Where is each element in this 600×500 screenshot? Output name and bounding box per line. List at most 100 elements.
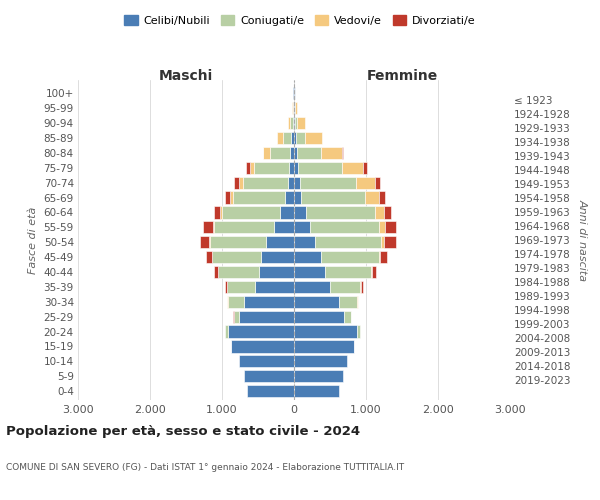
Bar <box>305 132 322 144</box>
Bar <box>294 88 295 100</box>
Bar <box>214 221 274 234</box>
Bar <box>315 236 381 248</box>
Bar <box>283 132 292 144</box>
Bar <box>209 236 210 248</box>
Bar <box>270 147 290 159</box>
Bar <box>379 192 385 203</box>
Bar <box>294 117 295 130</box>
Bar <box>294 132 296 144</box>
Bar <box>297 117 305 130</box>
Bar <box>239 310 294 323</box>
Text: Popolazione per età, sesso e stato civile - 2024: Popolazione per età, sesso e stato civil… <box>6 425 360 438</box>
Bar <box>294 385 338 397</box>
Bar <box>322 251 379 263</box>
Bar <box>325 266 371 278</box>
Bar <box>384 206 391 218</box>
Bar <box>294 326 358 338</box>
Bar <box>379 221 385 234</box>
Bar <box>384 236 395 248</box>
Bar <box>310 221 379 234</box>
Bar <box>259 266 294 278</box>
Bar <box>246 162 250 174</box>
Bar <box>222 206 280 218</box>
Bar <box>254 162 289 174</box>
Bar <box>294 102 295 115</box>
Bar <box>380 251 387 263</box>
Bar <box>214 206 220 218</box>
Text: Femmine: Femmine <box>367 69 437 83</box>
Bar <box>288 117 290 130</box>
Bar <box>247 385 294 397</box>
Bar <box>305 206 374 218</box>
Bar <box>295 117 297 130</box>
Bar <box>243 176 287 189</box>
Text: Maschi: Maschi <box>159 69 213 83</box>
Bar <box>379 251 380 263</box>
Bar <box>374 206 384 218</box>
Bar <box>296 132 305 144</box>
Text: COMUNE DI SAN SEVERO (FG) - Dati ISTAT 1° gennaio 2024 - Elaborazione TUTTITALIA: COMUNE DI SAN SEVERO (FG) - Dati ISTAT 1… <box>6 463 404 472</box>
Bar <box>294 221 310 234</box>
Bar <box>220 206 222 218</box>
Bar <box>294 206 305 218</box>
Bar <box>284 192 294 203</box>
Bar <box>266 236 294 248</box>
Bar <box>212 221 214 234</box>
Bar <box>371 266 372 278</box>
Bar <box>293 88 294 100</box>
Bar <box>298 162 341 174</box>
Bar <box>294 296 340 308</box>
Bar <box>341 162 363 174</box>
Bar <box>233 310 239 323</box>
Bar <box>301 192 365 203</box>
Bar <box>212 251 261 263</box>
Bar <box>287 176 294 189</box>
Bar <box>232 340 294 352</box>
Bar <box>239 176 243 189</box>
Bar <box>294 251 322 263</box>
Bar <box>385 221 396 234</box>
Bar <box>294 370 343 382</box>
Bar <box>294 281 330 293</box>
Bar <box>358 326 359 338</box>
Bar <box>228 296 244 308</box>
Bar <box>214 266 218 278</box>
Bar <box>300 176 356 189</box>
Bar <box>294 340 354 352</box>
Bar <box>250 162 254 174</box>
Bar <box>239 355 294 368</box>
Bar <box>290 117 293 130</box>
Bar <box>293 117 294 130</box>
Bar <box>294 176 300 189</box>
Bar <box>330 281 360 293</box>
Bar <box>363 162 367 174</box>
Bar <box>361 281 363 293</box>
Bar <box>277 132 283 144</box>
Bar <box>381 236 384 248</box>
Bar <box>225 326 228 338</box>
Bar <box>244 296 294 308</box>
Bar <box>294 266 325 278</box>
Bar <box>374 176 380 189</box>
Bar <box>340 296 358 308</box>
Bar <box>218 266 259 278</box>
Bar <box>294 147 297 159</box>
Bar <box>292 132 294 144</box>
Bar <box>294 236 315 248</box>
Bar <box>295 102 296 115</box>
Bar <box>230 192 233 203</box>
Bar <box>261 251 294 263</box>
Legend: Celibi/Nubili, Coniugati/e, Vedovi/e, Divorziati/e: Celibi/Nubili, Coniugati/e, Vedovi/e, Di… <box>120 10 480 30</box>
Bar <box>206 251 212 263</box>
Bar <box>294 192 301 203</box>
Bar <box>274 221 294 234</box>
Bar <box>200 236 209 248</box>
Bar <box>344 310 351 323</box>
Bar <box>227 281 255 293</box>
Bar <box>297 147 322 159</box>
Y-axis label: Anni di nascita: Anni di nascita <box>578 199 587 281</box>
Bar <box>244 370 294 382</box>
Bar <box>293 102 294 115</box>
Bar <box>255 281 294 293</box>
Bar <box>360 281 361 293</box>
